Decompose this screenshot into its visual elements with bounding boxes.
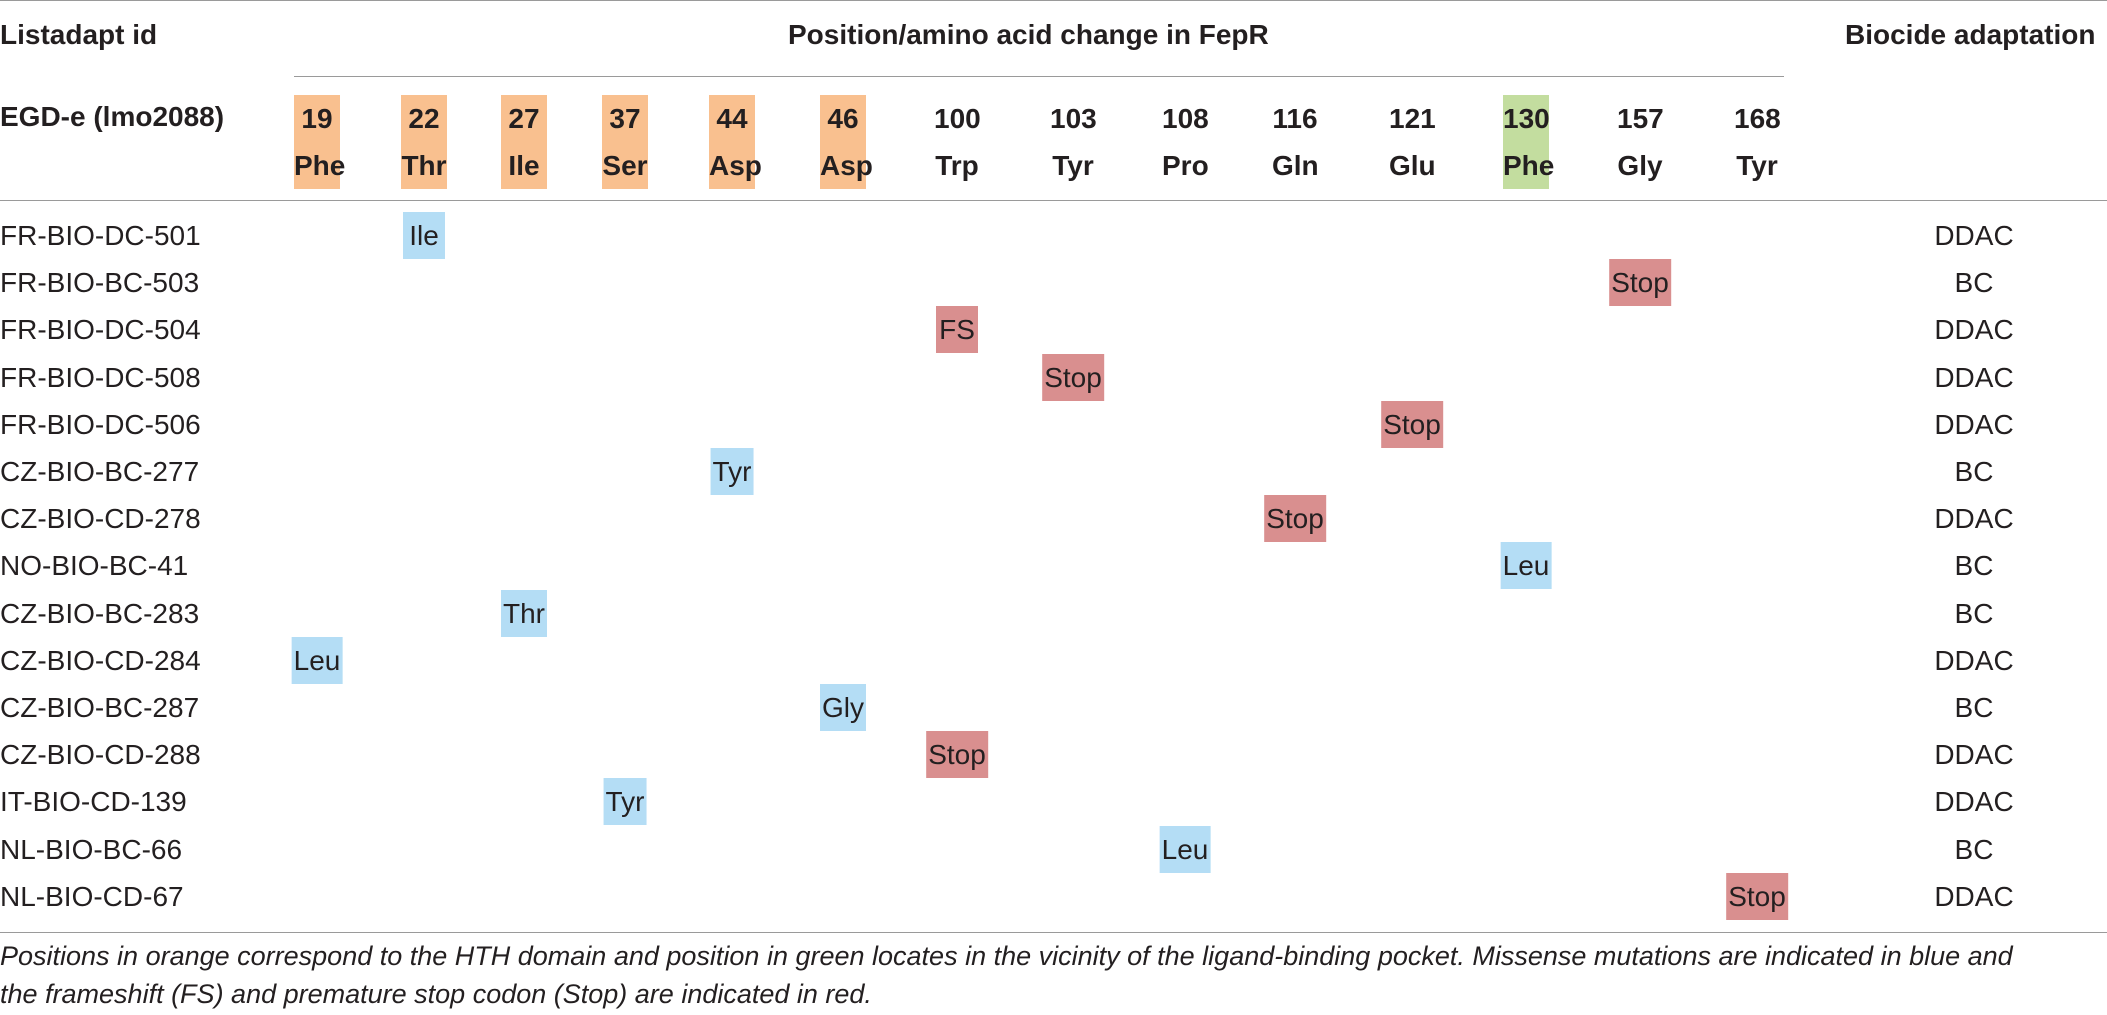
position-header-27: 27 Ile xyxy=(501,95,547,189)
missense-mutation-cell: Tyr xyxy=(710,448,754,495)
position-header-168: 168 Tyr xyxy=(1734,95,1781,189)
reference-amino-acid: Gln xyxy=(1272,150,1319,181)
position-number: 22 xyxy=(408,103,440,134)
position-number: 116 xyxy=(1272,103,1318,134)
truncation-mutation-cell: Stop xyxy=(1381,401,1443,448)
reference-amino-acid: Ser xyxy=(602,150,648,181)
reference-amino-acid: Ile xyxy=(508,150,540,181)
missense-mutation-cell: Thr xyxy=(501,590,547,637)
reference-amino-acid: Phe xyxy=(294,150,346,181)
position-number: 37 xyxy=(609,103,641,134)
biocide-value: DDAC xyxy=(1934,314,2014,345)
position-number: 103 xyxy=(1050,103,1097,134)
missense-mutation-cell: Leu xyxy=(1500,542,1552,589)
biocide-value: BC xyxy=(1954,692,1994,723)
truncation-mutation-cell: FS xyxy=(936,306,978,353)
group-header-underline xyxy=(294,76,1784,77)
table-bottom-rule xyxy=(0,932,2107,933)
strain-id: CZ-BIO-BC-277 xyxy=(0,456,200,487)
strain-id: FR-BIO-DC-501 xyxy=(0,220,201,251)
biocide-value: DDAC xyxy=(1934,739,2014,770)
strain-id: CZ-BIO-BC-283 xyxy=(0,598,200,629)
missense-mutation-cell: Gly xyxy=(820,684,866,731)
position-header-19: 19 Phe xyxy=(294,95,346,189)
biocide-column-header: Biocide adaptation xyxy=(1845,19,2096,50)
strain-id: CZ-BIO-CD-288 xyxy=(0,739,201,770)
biocide-value: DDAC xyxy=(1934,786,2014,817)
truncation-mutation-cell: Stop xyxy=(926,731,988,778)
biocide-value: BC xyxy=(1954,267,1994,298)
reference-amino-acid: Gly xyxy=(1617,150,1663,181)
biocide-value: DDAC xyxy=(1934,503,2014,534)
position-header-37: 37 Ser xyxy=(602,95,648,189)
reference-amino-acid: Trp xyxy=(935,150,979,181)
missense-mutation-cell: Tyr xyxy=(603,778,647,825)
position-number: 100 xyxy=(934,103,981,134)
missense-mutation-cell: Leu xyxy=(291,637,343,684)
reference-amino-acid: Tyr xyxy=(1736,150,1778,181)
biocide-value: DDAC xyxy=(1934,881,2014,912)
position-header-108: 108 Pro xyxy=(1162,95,1209,189)
position-number: 44 xyxy=(716,103,748,134)
biocide-value: BC xyxy=(1954,834,1994,865)
strain-id: CZ-BIO-BC-287 xyxy=(0,692,200,723)
position-header-103: 103 Tyr xyxy=(1050,95,1097,189)
strain-id: FR-BIO-DC-506 xyxy=(0,409,201,440)
position-group-header: Position/amino acid change in FepR xyxy=(788,19,1269,50)
position-header-46: 46 Asp xyxy=(820,95,873,189)
reference-amino-acid: Asp xyxy=(820,150,873,181)
reference-amino-acid: Asp xyxy=(709,150,762,181)
position-header-157: 157 Gly xyxy=(1617,95,1664,189)
reference-strain-label: EGD-e (lmo2088) xyxy=(0,101,225,132)
strain-id: CZ-BIO-CD-284 xyxy=(0,645,201,676)
biocide-value: DDAC xyxy=(1934,645,2014,676)
biocide-value: BC xyxy=(1954,550,1994,581)
missense-mutation-cell: Leu xyxy=(1159,826,1211,873)
reference-amino-acid: Pro xyxy=(1162,150,1209,181)
position-header-116: 116 Gln xyxy=(1272,95,1319,189)
truncation-mutation-cell: Stop xyxy=(1264,495,1326,542)
biocide-value: DDAC xyxy=(1934,362,2014,393)
position-number: 168 xyxy=(1734,103,1781,134)
reference-amino-acid: Phe xyxy=(1503,150,1555,181)
strain-id: NO-BIO-BC-41 xyxy=(0,550,189,581)
strain-id: CZ-BIO-CD-278 xyxy=(0,503,201,534)
position-header-130: 130 Phe xyxy=(1503,95,1555,189)
truncation-mutation-cell: Stop xyxy=(1726,873,1788,920)
position-number: 19 xyxy=(301,103,333,134)
strain-id: IT-BIO-CD-139 xyxy=(0,786,187,817)
biocide-value: BC xyxy=(1954,456,1994,487)
header-bottom-rule xyxy=(0,200,2107,201)
biocide-value: DDAC xyxy=(1934,220,2014,251)
id-column-header: Listadapt id xyxy=(0,19,158,50)
footnote-line-1: Positions in orange correspond to the HT… xyxy=(0,941,2013,971)
position-header-121: 121 Glu xyxy=(1389,95,1436,189)
strain-id: FR-BIO-DC-504 xyxy=(0,314,201,345)
strain-id: NL-BIO-CD-67 xyxy=(0,881,184,912)
position-number: 130 xyxy=(1503,103,1550,134)
footnote-line-2: the frameshift (FS) and premature stop c… xyxy=(0,979,872,1009)
biocide-value: BC xyxy=(1954,598,1994,629)
missense-mutation-cell: Ile xyxy=(403,212,445,259)
reference-amino-acid: Glu xyxy=(1389,150,1436,181)
strain-id: FR-BIO-DC-508 xyxy=(0,362,201,393)
biocide-value: DDAC xyxy=(1934,409,2014,440)
position-header-22: 22 Thr xyxy=(401,95,447,189)
reference-amino-acid: Tyr xyxy=(1052,150,1094,181)
position-number: 121 xyxy=(1389,103,1436,134)
table-top-rule xyxy=(0,0,2107,1)
position-number: 157 xyxy=(1617,103,1664,134)
position-number: 46 xyxy=(827,103,859,134)
position-number: 27 xyxy=(508,103,540,134)
strain-id: FR-BIO-BC-503 xyxy=(0,267,200,298)
reference-amino-acid: Thr xyxy=(401,150,447,181)
table-footnote: Positions in orange correspond to the HT… xyxy=(0,937,2107,1013)
strain-id: NL-BIO-BC-66 xyxy=(0,834,183,865)
position-number: 108 xyxy=(1162,103,1209,134)
truncation-mutation-cell: Stop xyxy=(1042,354,1104,401)
position-header-44: 44 Asp xyxy=(709,95,762,189)
truncation-mutation-cell: Stop xyxy=(1609,259,1671,306)
position-header-100: 100 Trp xyxy=(934,95,981,189)
